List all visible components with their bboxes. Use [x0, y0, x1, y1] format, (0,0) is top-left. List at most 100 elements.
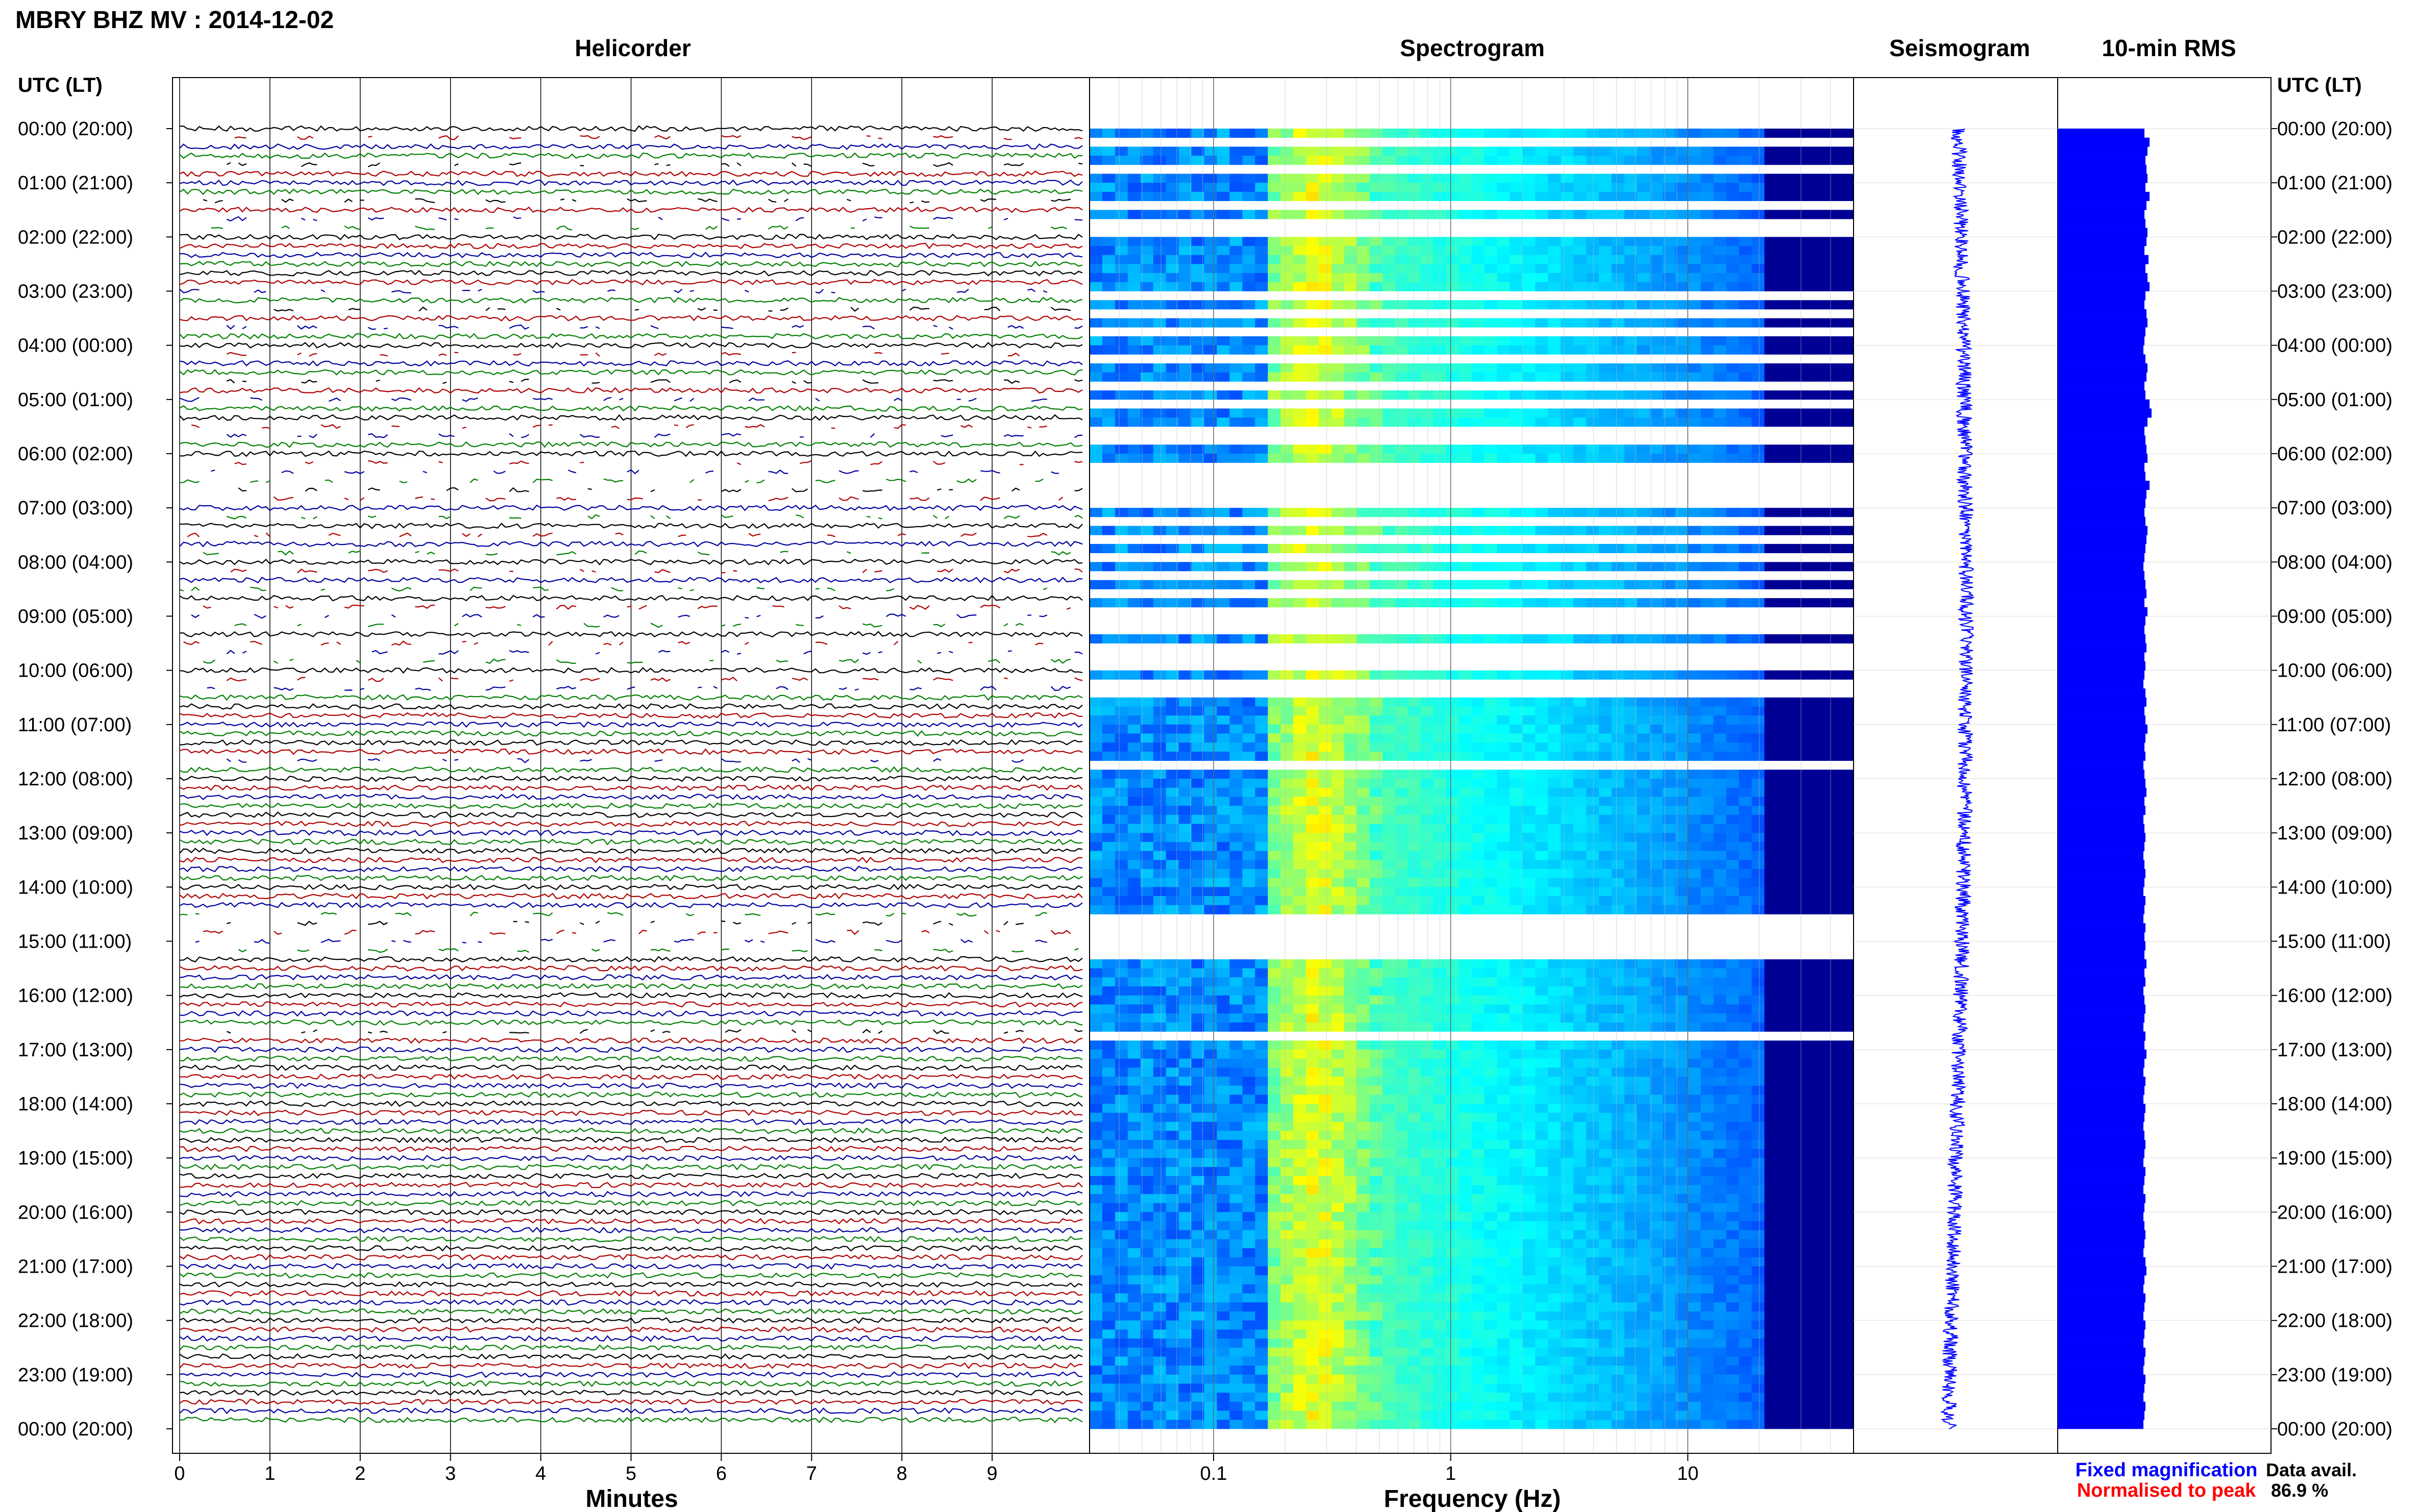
- spectrogram-cell: [1637, 237, 1650, 246]
- spectrogram-cell: [1395, 670, 1409, 680]
- spectrogram-cell: [1319, 977, 1332, 987]
- spectrogram-cell: [1777, 264, 1790, 274]
- spectrogram-cell: [1726, 1149, 1739, 1158]
- spectrogram-cell: [1331, 787, 1345, 797]
- spectrogram-cell: [1153, 887, 1167, 897]
- spectrogram-cell: [1446, 1040, 1460, 1050]
- spectrogram-cell: [1102, 1149, 1116, 1158]
- spectrogram-cell: [1382, 959, 1396, 969]
- spectrogram-cell: [1611, 1131, 1625, 1141]
- spectrogram-cell: [1611, 191, 1625, 201]
- spectrogram-cell: [1497, 986, 1510, 996]
- spectrogram-cell: [1599, 986, 1612, 996]
- spectrogram-cell: [1548, 408, 1561, 418]
- spectrogram-cell: [1319, 508, 1332, 517]
- spectrogram-cell: [1739, 833, 1752, 842]
- spectrogram-cell: [1548, 183, 1561, 192]
- spectrogram-cell: [1777, 824, 1790, 833]
- spectrogram-cell: [1739, 851, 1752, 860]
- spectrogram-cell: [1306, 210, 1319, 219]
- spectrogram-cell: [1319, 887, 1332, 897]
- spectrogram-cell: [1675, 751, 1689, 761]
- spectrogram-cell: [1446, 246, 1460, 256]
- spectrogram-cell: [1790, 770, 1803, 779]
- spectrogram-cell: [1127, 841, 1141, 851]
- spectrogram-cell: [1828, 1022, 1841, 1032]
- spectrogram-cell: [1127, 824, 1141, 833]
- spectrogram-cell: [1382, 282, 1396, 291]
- spectrogram-cell: [1751, 146, 1765, 156]
- spectrogram-cell: [1649, 841, 1663, 851]
- spectrogram-cell: [1446, 417, 1460, 427]
- spectrogram-cell: [1548, 390, 1561, 400]
- spectrogram-cell: [1764, 634, 1778, 643]
- spectrogram-cell: [1700, 824, 1714, 833]
- spectrogram-cell: [1369, 408, 1383, 418]
- spectrogram-cell: [1356, 336, 1370, 346]
- spectrogram-cell: [1408, 977, 1421, 987]
- spectrogram-cell: [1217, 1085, 1230, 1095]
- spectrogram-cell: [1268, 986, 1281, 996]
- spectrogram-cell: [1828, 878, 1841, 887]
- spectrogram-cell: [1662, 1131, 1676, 1141]
- spectrogram-cell: [1688, 1068, 1701, 1077]
- spectrogram-cell: [1548, 1095, 1561, 1104]
- spectrogram-cell: [1395, 345, 1409, 355]
- spectrogram-cell: [1369, 336, 1383, 346]
- helicorder-trace: [179, 1398, 1083, 1405]
- spectrogram-cell: [1548, 1085, 1561, 1095]
- spectrogram-cell: [1510, 345, 1523, 355]
- spectrogram-cell: [1280, 336, 1294, 346]
- spectrogram-cell: [1675, 255, 1689, 264]
- spectrogram-cell: [1815, 173, 1829, 183]
- spectrogram-cell: [1510, 255, 1523, 264]
- spectrogram-cell: [1115, 670, 1128, 680]
- spectrogram-cell: [1790, 1022, 1803, 1032]
- spectrogram-cell: [1471, 860, 1485, 870]
- spectrogram-cell: [1700, 1004, 1714, 1014]
- spectrogram-cell: [1522, 1095, 1536, 1104]
- spectrogram-cell: [1229, 833, 1243, 842]
- spectrogram-cell: [1229, 363, 1243, 373]
- spectrogram-cell: [1675, 896, 1689, 906]
- spectrogram-cell: [1662, 833, 1676, 842]
- spectrogram-cell: [1815, 1068, 1829, 1077]
- spectrogram-cell: [1535, 841, 1548, 851]
- spectrogram-cell: [1599, 851, 1612, 860]
- spectrogram-cell: [1777, 300, 1790, 310]
- spectrogram-cell: [1280, 742, 1294, 752]
- spectrogram-cell: [1191, 237, 1205, 246]
- spectrogram-cell: [1280, 905, 1294, 914]
- spectrogram-cell: [1815, 273, 1829, 283]
- spectrogram-cell: [1739, 454, 1752, 463]
- spectrogram-cell: [1764, 1049, 1778, 1059]
- spectrogram-cell: [1420, 1122, 1434, 1131]
- spectrogram-cell: [1484, 183, 1497, 192]
- spectrogram-cell: [1815, 896, 1829, 906]
- spectrogram-cell: [1662, 634, 1676, 643]
- spectrogram-cell: [1191, 995, 1205, 1005]
- spectrogram-cell: [1586, 508, 1599, 517]
- spectrogram-cell: [1255, 841, 1268, 851]
- spectrogram-cell: [1280, 543, 1294, 553]
- spectrogram-cell: [1242, 1076, 1255, 1086]
- spectrogram-cell: [1127, 1167, 1141, 1176]
- helicorder-trace: [179, 1082, 1083, 1089]
- spectrogram-cell: [1153, 336, 1167, 346]
- spectrogram-cell: [1166, 869, 1179, 878]
- spectrogram-cell: [1675, 562, 1689, 572]
- spectrogram-cell: [1662, 706, 1676, 716]
- spectrogram-cell: [1344, 824, 1357, 833]
- spectrogram-cell: [1356, 1013, 1370, 1023]
- spectrogram-cell: [1382, 408, 1396, 418]
- spectrogram-cell: [1344, 1058, 1357, 1068]
- spectrogram-cell: [1535, 156, 1548, 165]
- spectrogram-cell: [1599, 372, 1612, 382]
- spectrogram-cell: [1688, 1149, 1701, 1158]
- spectrogram-cell: [1204, 363, 1218, 373]
- spectrogram-cell: [1166, 715, 1179, 725]
- spectrogram-cell: [1586, 724, 1599, 734]
- spectrogram-cell: [1497, 833, 1510, 842]
- spectrogram-cell: [1459, 526, 1472, 535]
- spectrogram-cell: [1586, 995, 1599, 1005]
